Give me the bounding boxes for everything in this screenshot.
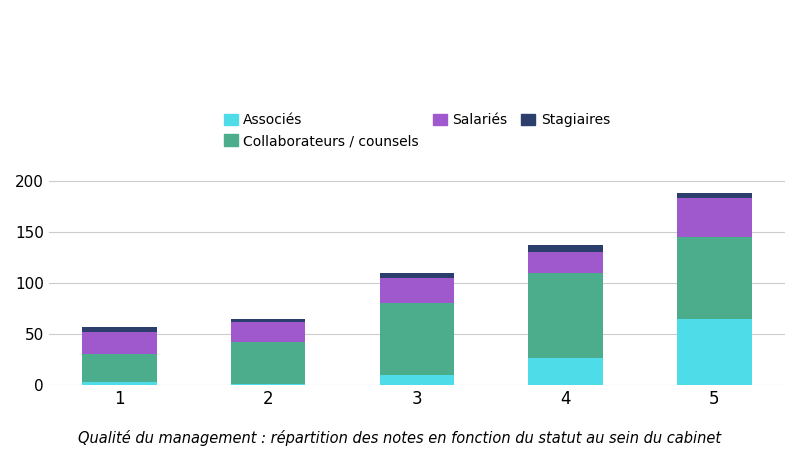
Bar — [677, 198, 751, 237]
Legend: Associés, Collaborateurs / counsels, Salariés, Stagiaires: Associés, Collaborateurs / counsels, Sal… — [224, 113, 610, 148]
Bar — [82, 327, 157, 332]
Bar — [677, 319, 751, 385]
Bar — [231, 384, 306, 385]
Bar — [82, 332, 157, 355]
Bar — [231, 342, 306, 384]
Bar — [677, 237, 751, 319]
Bar — [529, 245, 602, 252]
Bar — [380, 278, 454, 303]
Bar — [380, 303, 454, 375]
Bar — [380, 375, 454, 385]
Bar — [82, 382, 157, 385]
Bar — [529, 252, 602, 273]
Bar — [677, 193, 751, 198]
Bar — [529, 273, 602, 358]
Bar — [82, 355, 157, 382]
Bar — [231, 322, 306, 342]
Bar — [231, 319, 306, 322]
Bar — [380, 273, 454, 278]
Bar — [529, 358, 602, 385]
Text: Qualité du management : répartition des notes en fonction du statut au sein du c: Qualité du management : répartition des … — [78, 429, 722, 445]
